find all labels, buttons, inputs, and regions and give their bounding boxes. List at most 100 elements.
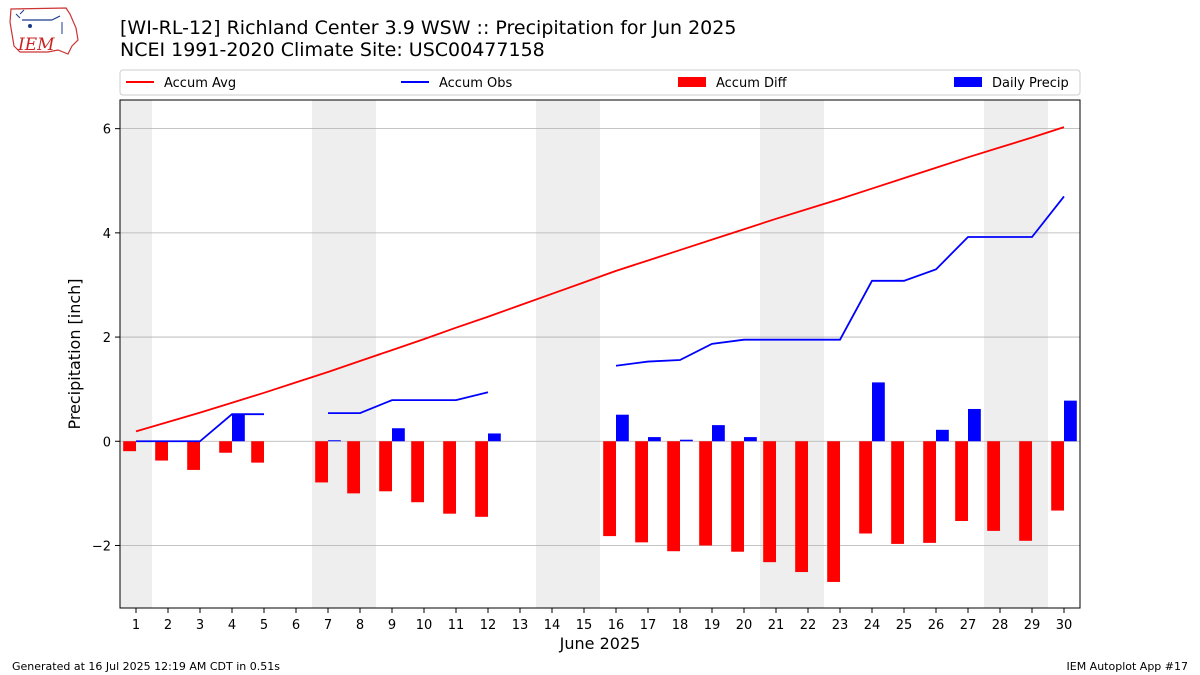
x-tick-label: 19 [704,618,721,633]
weekend-shade [984,100,1048,608]
y-tick-label: 0 [103,435,111,450]
title-line-2: NCEI 1991-2020 Climate Site: USC00477158 [120,39,545,61]
x-tick-label: 15 [576,618,593,633]
daily-precip-bar [968,408,981,442]
accum-diff-bar [699,441,712,546]
accum-obs-line [615,195,1065,367]
accum-diff-bar [443,441,456,514]
accum-diff-bar [1051,441,1064,511]
weekend-shade [312,100,376,608]
y-axis-label: Precipitation [inch] [65,278,84,429]
x-tick-label: 6 [292,618,300,633]
x-tick-label: 9 [388,618,396,633]
app-label: IEM Autoplot App #17 [1066,660,1189,673]
legend-label: Accum Avg [164,76,236,91]
x-tick-label: 22 [800,618,817,633]
x-tick-label: 25 [896,618,913,633]
accum-diff-bar [923,441,936,543]
daily-precip-bar [936,429,949,442]
daily-precip-bar [488,433,501,442]
x-tick-label: 24 [864,618,881,633]
x-tick-label: 16 [608,618,625,633]
accum-diff-bar [123,441,136,452]
x-tick-label: 14 [544,618,561,633]
accum-diff-bar [187,441,200,470]
x-tick-label: 30 [1056,618,1073,633]
accum-diff-bar [347,441,360,494]
accum-diff-bar [667,441,680,552]
x-tick-label: 27 [960,618,977,633]
accum-diff-bar [379,441,392,492]
accum-diff-bar [603,441,616,537]
accum-diff-bar [955,441,968,521]
x-tick-label: 21 [768,618,785,633]
accum-avg-line [135,126,1065,433]
x-tick-label: 18 [672,618,689,633]
accum-diff-bar [219,441,232,453]
daily-precip-bar [712,425,725,442]
accum-obs-line [328,391,489,415]
accum-diff-bar [763,441,776,563]
daily-precip-bar [744,437,757,442]
accum-diff-bar [795,441,808,573]
y-tick-label: 6 [103,123,111,138]
legend-swatch [954,77,982,87]
daily-precip-bar [872,382,885,442]
x-tick-label: 20 [736,618,753,633]
x-tick-label: 13 [512,618,529,633]
x-tick-label: 28 [992,618,1009,633]
accum-diff-bar [315,441,328,483]
accum-diff-bar [731,441,744,552]
y-tick-label: −2 [92,539,111,554]
plot-frame [119,99,1081,609]
legend-label: Daily Precip [992,76,1069,91]
daily-precip-bar [616,414,629,442]
chart-title: [WI-RL-12] Richland Center 3.9 WSW :: Pr… [120,17,736,61]
weekend-shade [120,100,152,608]
x-tick-label: 2 [164,618,172,633]
accum-diff-bar [891,441,904,544]
x-axis-label: June 2025 [559,634,641,653]
x-tick-label: 10 [416,618,433,633]
x-tick-label: 5 [260,618,268,633]
daily-precip-bar [1064,400,1077,442]
legend-swatch [678,77,706,87]
x-tick-label: 3 [196,618,204,633]
accum-diff-bar [475,441,488,517]
legend-label: Accum Obs [439,76,512,91]
accum-diff-bar [859,441,872,534]
x-tick-label: 29 [1024,618,1041,633]
daily-precip-bar [680,439,693,442]
title-line-1: [WI-RL-12] Richland Center 3.9 WSW :: Pr… [120,17,737,39]
x-tick-label: 1 [132,618,140,633]
x-tick-label: 7 [324,618,332,633]
legend: Accum Avg Accum Obs Accum Diff Daily Precip [119,69,1081,96]
daily-precip-bar [328,440,341,442]
accum-diff-bar [411,441,424,503]
x-tick-label: 12 [480,618,497,633]
daily-precip-bar [648,437,661,442]
y-tick-label: 2 [103,331,111,346]
logo-text: IEM [17,35,55,55]
accum-diff-bar [1019,441,1032,541]
legend-label: Accum Diff [716,76,788,91]
accum-diff-bar [827,441,840,582]
accum-obs-line [136,413,264,443]
iem-logo: IEM [8,6,80,58]
accum-diff-bar [251,441,264,463]
x-tick-label: 17 [640,618,657,633]
y-tick-label: 4 [103,227,111,242]
accum-diff-bar [635,441,648,543]
daily-precip-bar [392,428,405,442]
x-tick-label: 26 [928,618,945,633]
accum-diff-bar [155,441,168,461]
x-tick-label: 11 [448,618,465,633]
accum-diff-bar [987,441,1000,531]
x-tick-label: 4 [228,618,236,633]
x-tick-label: 23 [832,618,849,633]
daily-precip-bar [232,414,245,442]
generated-timestamp: Generated at 16 Jul 2025 12:19 AM CDT in… [12,660,280,673]
weekend-shade [536,100,600,608]
x-tick-label: 8 [356,618,364,633]
